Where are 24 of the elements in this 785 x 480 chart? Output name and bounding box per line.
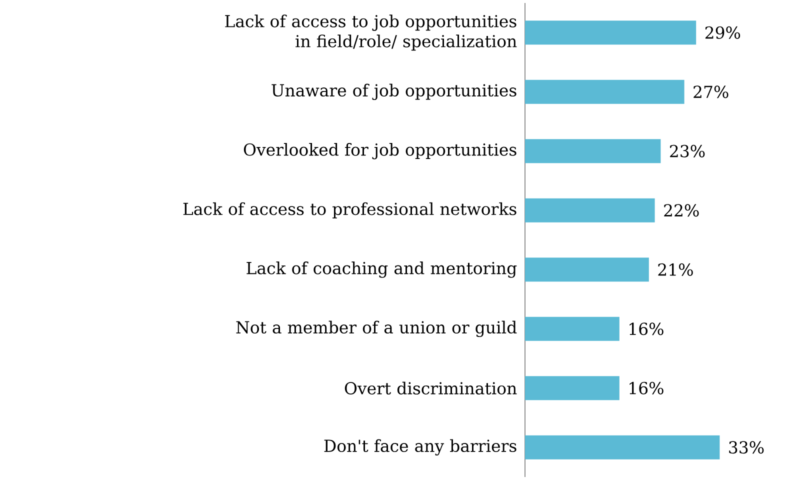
- data-label: 22%: [664, 204, 699, 217]
- data-label: 21%: [658, 263, 693, 276]
- bar: [525, 376, 620, 400]
- data-label: 16%: [630, 382, 664, 394]
- y-tick-label: Not a member of a union or guild: [236, 320, 517, 337]
- bar: [525, 258, 649, 282]
- y-tick-label: Don't face any barriers: [324, 439, 516, 456]
- y-tick-label: Overlooked for job opportunities: [244, 143, 516, 160]
- data-label: 33%: [729, 441, 764, 454]
- bar: [525, 80, 684, 104]
- data-label: 27%: [694, 86, 728, 98]
- y-tick-label: Lack of access to professional networks: [183, 202, 516, 218]
- data-label: 16%: [630, 322, 664, 336]
- y-tick-label: Overt discrimination: [344, 382, 517, 395]
- bar: [525, 198, 655, 222]
- bar: [525, 20, 696, 45]
- y-tick-label: Lack of access to job opportunities in field/role/ specialization: [225, 14, 517, 51]
- y-tick-label: Lack of coaching and mentoring: [246, 262, 517, 278]
- data-label: 23%: [670, 144, 705, 158]
- bar: [525, 435, 720, 460]
- y-tick-label: Unaware of job opportunities: [272, 84, 516, 100]
- bar: [525, 316, 620, 341]
- bar: [525, 139, 661, 164]
- data-label: 29%: [705, 26, 740, 39]
